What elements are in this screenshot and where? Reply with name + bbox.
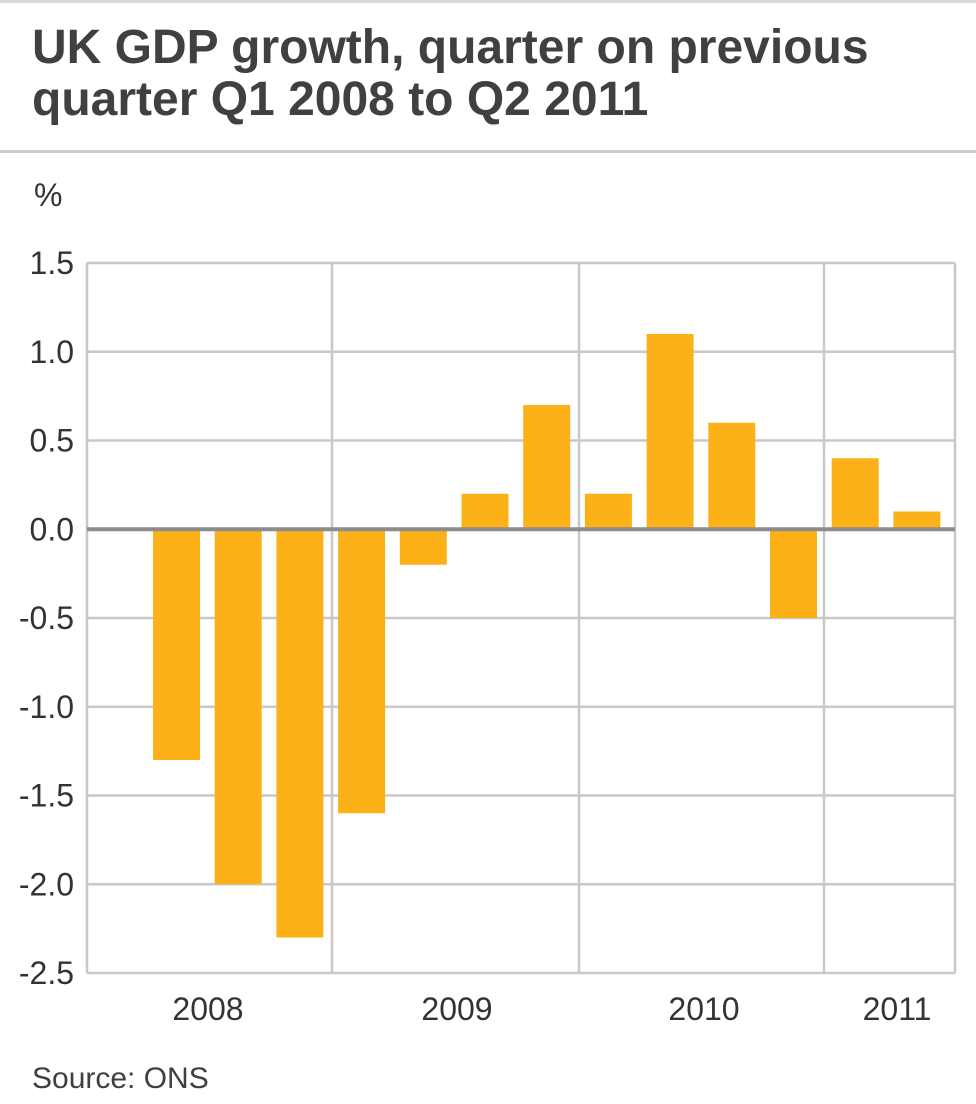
bar-q4-2010: [831, 458, 879, 530]
source-note: Source: ONS: [32, 1062, 209, 1095]
bar-q1-2008: [153, 529, 200, 760]
y-tick-label: 0.5: [30, 423, 74, 459]
bars: [153, 334, 941, 938]
bar-q1-2011: [893, 511, 941, 530]
x-year-label: 2010: [668, 991, 739, 1027]
x-year-labels: 2008 2009 2010 2011: [172, 991, 931, 1027]
bar-q3-2010: [770, 529, 817, 618]
top-rule: [0, 0, 976, 3]
y-tick-label: 1.0: [30, 334, 74, 370]
y-ticks: 1.5 1.0 0.5 0.0 -0.5 -1.0 -1.5 -2.0 -2.5: [19, 245, 74, 991]
y-tick-label: -0.5: [19, 600, 74, 636]
bar-q2-2010: [708, 422, 756, 530]
y-tick-label: -1.0: [19, 689, 74, 725]
title-rule: [0, 150, 976, 153]
bar-q2-2009: [461, 493, 509, 530]
y-tick-label: -2.5: [19, 955, 74, 991]
bar-q1-2010: [646, 334, 694, 530]
x-year-label: 2009: [421, 991, 492, 1027]
bar-q4-2009: [584, 493, 632, 530]
y-tick-label: 1.5: [30, 245, 74, 281]
bar-q2-2008: [214, 529, 262, 885]
x-year-label: 2011: [863, 991, 932, 1027]
bar-q1-2009: [399, 529, 447, 565]
bar-q3-2009: [523, 405, 571, 530]
bar-q3-2008: [276, 529, 324, 938]
bar-q4-2008: [338, 529, 386, 814]
x-year-label: 2008: [172, 991, 243, 1027]
y-tick-label: 0.0: [30, 511, 74, 547]
y-tick-label: -2.0: [19, 866, 74, 902]
y-tick-label: -1.5: [19, 778, 74, 814]
y-axis-unit-label: %: [34, 177, 62, 213]
chart-title: UK GDP growth, quarter on previous quart…: [32, 21, 869, 126]
